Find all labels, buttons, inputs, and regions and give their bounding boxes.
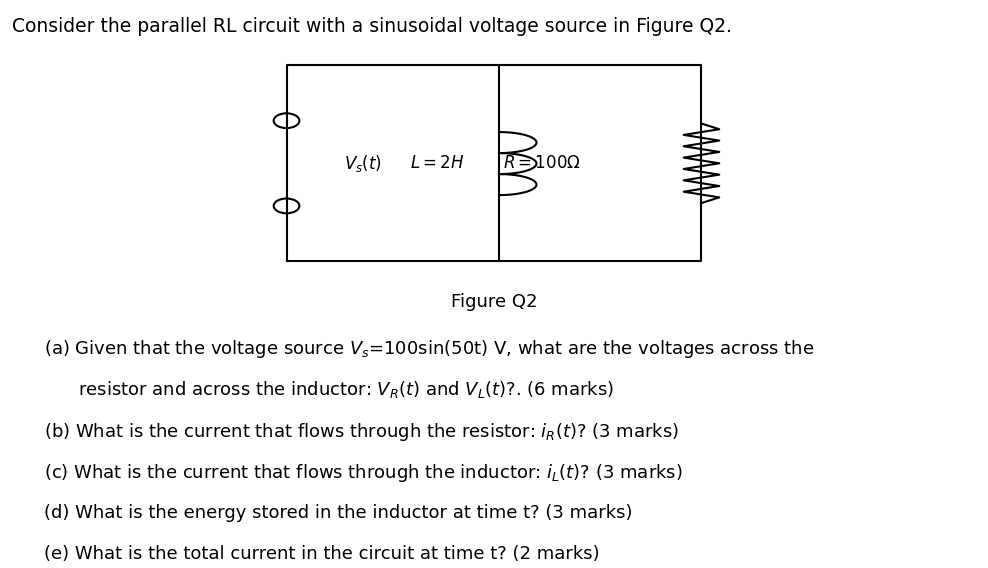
Text: $L = 2H$: $L = 2H$ [410, 154, 464, 172]
Text: $R = 100\Omega$: $R = 100\Omega$ [503, 154, 580, 172]
Text: (b) What is the current that flows through the resistor: $i_R(t)$? (3 marks): (b) What is the current that flows throu… [44, 421, 680, 443]
Text: (c) What is the current that flows through the inductor: $i_L(t)$? (3 marks): (c) What is the current that flows throu… [44, 462, 683, 485]
Text: Figure Q2: Figure Q2 [451, 293, 537, 311]
Text: $V_s(t)$: $V_s(t)$ [344, 153, 382, 174]
Text: Consider the parallel RL circuit with a sinusoidal voltage source in Figure Q2.: Consider the parallel RL circuit with a … [12, 17, 732, 36]
Text: (e) What is the total current in the circuit at time t? (2 marks): (e) What is the total current in the cir… [44, 545, 600, 563]
Text: (a) Given that the voltage source $V_s$=100sin(50t) V, what are the voltages acr: (a) Given that the voltage source $V_s$=… [44, 338, 815, 360]
Text: (d) What is the energy stored in the inductor at time t? (3 marks): (d) What is the energy stored in the ind… [44, 504, 633, 522]
Text: resistor and across the inductor: $V_R(t)$ and $V_L(t)$?. (6 marks): resistor and across the inductor: $V_R(t… [44, 379, 615, 400]
